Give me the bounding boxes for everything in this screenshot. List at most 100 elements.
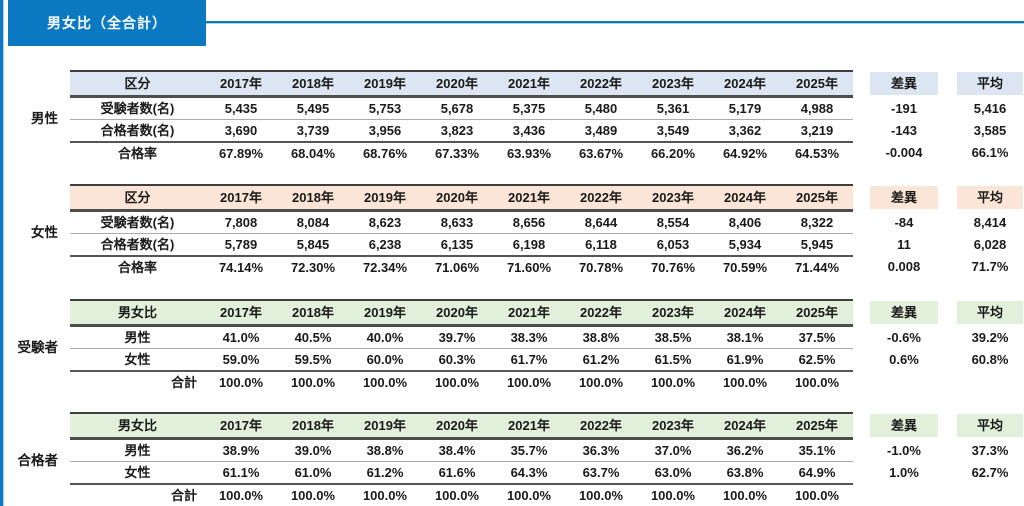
avg-values: 37.3% 62.7% <box>957 440 1023 506</box>
year-header: 2025年 <box>781 412 853 440</box>
table-row: 合計 100.0% 100.0% 100.0% 100.0% 100.0% 100.0% 10… <box>70 371 853 393</box>
year-header: 2020年 <box>421 299 493 327</box>
group-label-examinees: 受験者 <box>17 340 59 355</box>
diff-value: -84 <box>894 215 914 230</box>
cell-value: 3,219 <box>781 119 853 143</box>
diff-values: -1.0% 1.0% <box>870 440 938 506</box>
cell-value: 64.3% <box>493 461 565 485</box>
avg-value: 6,028 <box>973 237 1007 252</box>
cell-value: 100.0% <box>290 488 336 503</box>
year-header: 2024年 <box>709 70 781 98</box>
year-header: 2024年 <box>709 412 781 440</box>
cell-value: 7,808 <box>205 210 277 234</box>
cell-value: 100.0% <box>362 488 408 503</box>
cell-value: 5,789 <box>205 233 277 257</box>
cell-value: 5,945 <box>781 233 853 257</box>
table-row: 受験者数(名) 7,808 8,084 8,623 8,633 8,656 8,644 8,5… <box>70 210 853 234</box>
diff-column-female: 差異 -84 11 0.008 <box>870 184 938 278</box>
cell-value: 6,135 <box>421 233 493 257</box>
year-header: 2023年 <box>637 70 709 98</box>
page-title: 男女比（全合計） <box>8 0 206 46</box>
table-row: 男性 38.9% 39.0% 38.8% 38.4% 35.7% 36.3% 37.0% 36.… <box>70 438 853 462</box>
cell-value: 6,118 <box>565 233 637 257</box>
diff-column-passers: 差異 -1.0% 1.0% <box>870 412 938 506</box>
year-header: 2017年 <box>205 299 277 327</box>
cell-value: 8,623 <box>349 210 421 234</box>
cell-value: 38.4% <box>421 438 493 462</box>
cell-value: 66.20% <box>650 146 696 161</box>
cell-value: 100.0% <box>650 375 696 390</box>
cell-value: 5,934 <box>709 233 781 257</box>
left-accent-line <box>0 0 4 506</box>
diff-values: -0.6% 0.6% <box>870 327 938 393</box>
row-label: 合格者数(名) <box>70 233 205 257</box>
cell-value: 3,362 <box>709 119 781 143</box>
avg-column-examinees: 平均 39.2% 60.8% <box>957 299 1023 393</box>
year-header: 2022年 <box>565 70 637 98</box>
year-header: 2020年 <box>421 184 493 212</box>
table-row: 合計 100.0% 100.0% 100.0% 100.0% 100.0% 100.0% 10… <box>70 484 853 506</box>
cell-value: 6,053 <box>637 233 709 257</box>
year-header: 2017年 <box>205 70 277 98</box>
cell-value: 100.0% <box>434 488 480 503</box>
table-block-examinees: 受験者 男女比 2017年 2018年 2019年 2020年 2021年 2022年 2023… <box>0 299 1024 393</box>
year-header: 2021年 <box>493 184 565 212</box>
cell-value: 100.0% <box>578 375 624 390</box>
cell-value: 70.76% <box>650 260 696 275</box>
diff-value: 11 <box>897 237 911 252</box>
cell-value: 70.78% <box>578 260 624 275</box>
cell-value: 36.2% <box>709 438 781 462</box>
cell-value: 38.8% <box>565 325 637 349</box>
table-row: 合格者数(名) 3,690 3,739 3,956 3,823 3,436 3,489 3,5… <box>70 119 853 143</box>
cell-value: 3,489 <box>565 119 637 143</box>
avg-header: 平均 <box>957 414 1023 437</box>
cell-value: 4,988 <box>781 96 853 120</box>
year-header: 2017年 <box>205 184 277 212</box>
cell-value: 74.14% <box>218 260 264 275</box>
row-label: 合計 <box>170 375 197 390</box>
avg-value: 3,585 <box>973 123 1007 138</box>
cell-value: 38.5% <box>637 325 709 349</box>
year-header: 2018年 <box>277 412 349 440</box>
cell-value: 68.76% <box>362 146 408 161</box>
cell-value: 100.0% <box>506 488 552 503</box>
cell-value: 6,198 <box>493 233 565 257</box>
cell-value: 100.0% <box>794 375 840 390</box>
year-header: 2023年 <box>637 184 709 212</box>
cell-value: 100.0% <box>362 375 408 390</box>
cell-value: 63.67% <box>578 146 624 161</box>
cell-value: 37.0% <box>637 438 709 462</box>
stats-table-examinees: 男女比 2017年 2018年 2019年 2020年 2021年 2022年 2023年 20… <box>70 299 853 393</box>
cell-value: 71.60% <box>506 260 552 275</box>
diff-value <box>870 484 938 506</box>
cell-value: 72.34% <box>362 260 408 275</box>
year-header: 2018年 <box>277 184 349 212</box>
row-label: 合計 <box>170 488 197 503</box>
cell-value: 70.59% <box>722 260 768 275</box>
cell-value: 71.06% <box>434 260 480 275</box>
avg-value <box>957 484 1023 506</box>
cell-value: 3,956 <box>349 119 421 143</box>
avg-value: 5,416 <box>973 101 1007 116</box>
diff-value: -143 <box>890 123 918 138</box>
cell-value: 100.0% <box>290 375 336 390</box>
cell-value: 3,549 <box>637 119 709 143</box>
cell-value: 63.7% <box>565 461 637 485</box>
year-header: 2024年 <box>709 299 781 327</box>
cell-value: 5,361 <box>637 96 709 120</box>
cell-value: 63.0% <box>637 461 709 485</box>
row-label: 合格率 <box>117 146 157 161</box>
cell-value: 38.3% <box>493 325 565 349</box>
cell-value: 62.5% <box>781 348 853 372</box>
cell-value: 8,322 <box>781 210 853 234</box>
table-block-passers: 合格者 男女比 2017年 2018年 2019年 2020年 2021年 2022年 2023… <box>0 412 1024 506</box>
cell-value: 5,678 <box>421 96 493 120</box>
cell-value: 63.93% <box>506 146 552 161</box>
cell-value: 61.7% <box>493 348 565 372</box>
avg-value: 62.7% <box>971 465 1009 480</box>
table-row: 合格率 67.89% 68.04% 68.76% 67.33% 63.93% 63.67% 6… <box>70 142 853 164</box>
diff-header: 差異 <box>870 301 938 324</box>
group-label-female: 女性 <box>31 225 58 240</box>
year-header: 2022年 <box>565 184 637 212</box>
diff-value: 0.008 <box>887 259 921 274</box>
